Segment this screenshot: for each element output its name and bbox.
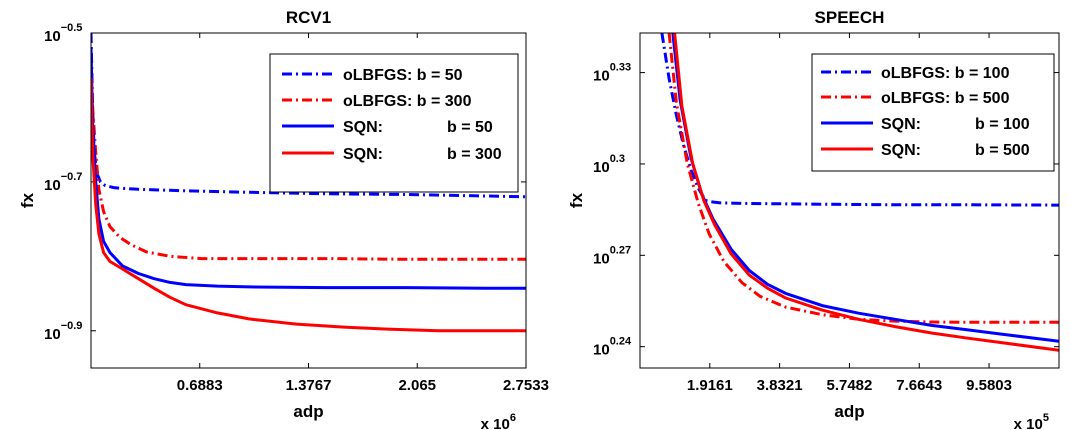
series-line-1 <box>667 33 1059 324</box>
axes-box <box>639 32 1060 369</box>
axes-box <box>90 32 527 369</box>
legend-label-value: b = 500 <box>975 142 1030 159</box>
y-axis-label: fx <box>567 192 586 208</box>
y-tick-exponent: 0.33 <box>610 62 631 74</box>
y-axis-label: fx <box>18 192 37 208</box>
legend-box <box>269 53 519 193</box>
legend-label: oLBFGS: b = 50 <box>343 67 463 84</box>
series-line-0 <box>660 33 1059 207</box>
x-axis-label: adp <box>834 402 864 421</box>
x-tick-label: 1.9161 <box>687 377 733 394</box>
chart-title: RCV1 <box>286 8 331 27</box>
legend-label-value: b = 50 <box>447 119 493 136</box>
y-tick-label: 10−0.5 <box>44 22 82 45</box>
legend-box <box>811 53 1055 172</box>
x-tick-label: 1.3767 <box>286 377 332 394</box>
y-tick-base: 10 <box>44 28 61 45</box>
y-tick-base: 10 <box>44 177 61 194</box>
y-tick-base: 10 <box>593 159 610 176</box>
legend-label: SQN: <box>881 116 921 133</box>
y-tick-label: 100.24 <box>593 336 632 359</box>
legend-label-value: b = 300 <box>447 146 502 163</box>
legend-label: SQN: <box>343 146 383 163</box>
legend-label: SQN: <box>343 119 383 136</box>
x-multiplier: x 105 <box>1014 412 1049 430</box>
legend-label: SQN: <box>881 142 921 159</box>
y-tick-base: 10 <box>593 250 610 267</box>
y-tick-label: 100.3 <box>593 153 625 176</box>
legend-label: oLBFGS: b = 100 <box>881 65 1010 82</box>
y-tick-exponent: 0.24 <box>610 336 632 348</box>
x-tick-label: 5.7482 <box>826 377 872 394</box>
y-tick-base: 10 <box>593 342 610 359</box>
series-line-3 <box>91 77 526 333</box>
y-tick-exponent: 0.27 <box>610 244 631 256</box>
x-multiplier: x 106 <box>481 412 516 430</box>
legend-label-value: b = 100 <box>975 116 1030 133</box>
y-tick-exponent: 0.3 <box>610 153 625 165</box>
x-tick-label: 0.6883 <box>177 377 223 394</box>
x-multiplier-base: x 10 <box>481 416 510 430</box>
y-tick-exponent: −0.5 <box>61 22 83 34</box>
series-group <box>660 33 1059 352</box>
series-group <box>91 33 526 333</box>
x-multiplier-base: x 10 <box>1014 416 1043 430</box>
y-tick-base: 10 <box>44 326 61 343</box>
legend: oLBFGS: b = 100 oLBFGS: b = 500 SQN: b = 10… <box>811 53 1055 172</box>
x-axis-label: adp <box>293 402 323 421</box>
x-tick-label: 9.5803 <box>966 377 1012 394</box>
x-tick-label: 3.8321 <box>757 377 803 394</box>
y-tick-base: 10 <box>593 68 610 85</box>
x-multiplier-exponent: 6 <box>510 412 516 424</box>
y-tick-exponent: −0.9 <box>61 320 83 332</box>
series-line-1 <box>91 84 526 261</box>
series-line-3 <box>673 33 1059 352</box>
y-tick-label: 10−0.7 <box>44 171 82 194</box>
x-tick-label: 2.7533 <box>503 377 549 394</box>
legend: oLBFGS: b = 50 oLBFGS: b = 300 SQN: b = 50 S… <box>269 53 519 193</box>
legend-label: oLBFGS: b = 300 <box>343 93 472 110</box>
y-tick-label: 100.33 <box>593 62 631 85</box>
chart-speech: SPEECH adp fx x 105 1.9161 3.8321 5.7482 7.6643… <box>567 8 1060 430</box>
legend-label: oLBFGS: b = 500 <box>881 90 1010 107</box>
y-tick-exponent: −0.7 <box>61 171 83 183</box>
y-tick-label: 100.27 <box>593 244 631 267</box>
x-multiplier-exponent: 5 <box>1043 412 1049 424</box>
x-tick-label: 7.6643 <box>896 377 942 394</box>
chart-title: SPEECH <box>815 8 885 27</box>
y-tick-label: 10−0.9 <box>44 320 82 343</box>
series-line-2 <box>91 47 526 290</box>
x-tick-label: 2.065 <box>398 377 436 394</box>
